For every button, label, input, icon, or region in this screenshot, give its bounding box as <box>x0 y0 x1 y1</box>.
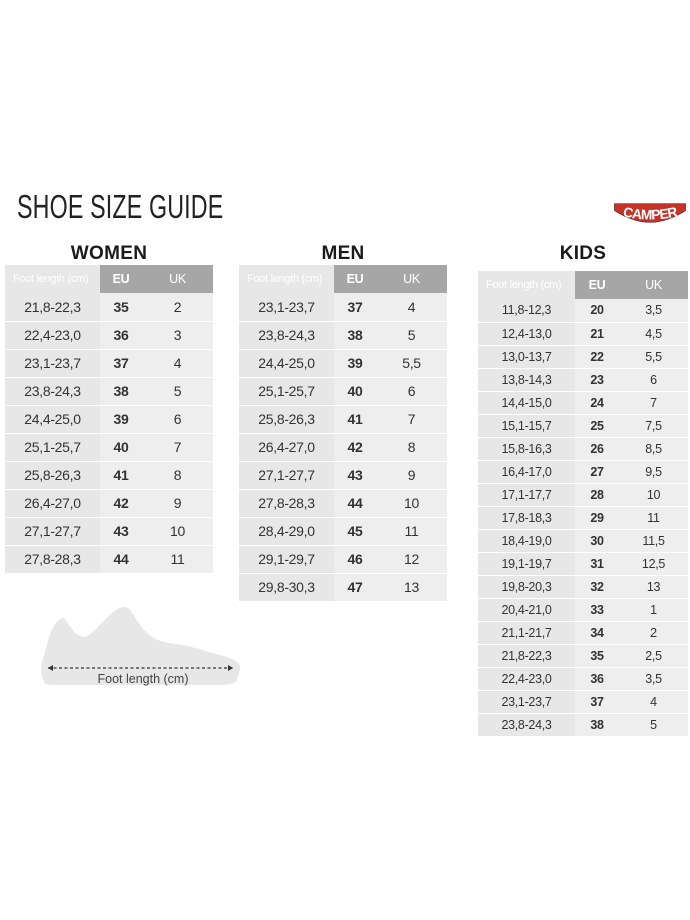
svg-text:Foot length (cm): Foot length (cm) <box>97 672 188 686</box>
